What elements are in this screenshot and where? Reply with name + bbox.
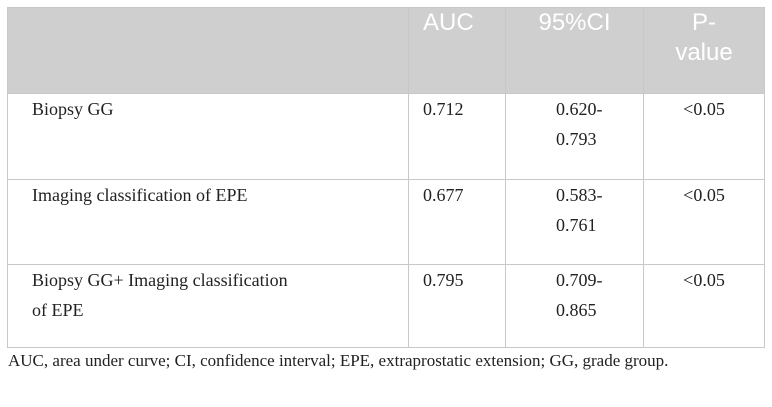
row-p-value: <0.05 bbox=[643, 93, 765, 180]
table-row: Biopsy GG+ Imaging classification of EPE … bbox=[7, 264, 765, 348]
row-ci-line1: 0.620- bbox=[556, 99, 603, 119]
table-footnote: AUC, area under curve; CI, confidence in… bbox=[8, 351, 669, 370]
row-auc: 0.677 bbox=[408, 179, 506, 265]
row-p-value: <0.05 bbox=[643, 264, 765, 348]
header-label-cell bbox=[7, 7, 409, 94]
row-label: Biopsy GG+ Imaging classification of EPE bbox=[7, 264, 409, 348]
table-row: Biopsy GG 0.712 0.620- 0.793 <0.05 bbox=[7, 93, 765, 180]
header-auc: AUC bbox=[408, 7, 506, 94]
header-p-line1: P- bbox=[692, 9, 716, 36]
row-auc: 0.795 bbox=[408, 264, 506, 348]
row-ci: 0.709- 0.865 bbox=[505, 264, 644, 348]
row-ci-line1: 0.709- bbox=[556, 270, 603, 290]
row-ci-line2: 0.865 bbox=[556, 300, 597, 320]
row-ci: 0.620- 0.793 bbox=[505, 93, 644, 180]
row-auc: 0.712 bbox=[408, 93, 506, 180]
row-label-line1: Biopsy GG+ Imaging classification bbox=[32, 270, 288, 290]
row-label-line2: of EPE bbox=[32, 300, 84, 320]
row-p-value: <0.05 bbox=[643, 179, 765, 265]
row-label-line1: Biopsy GG bbox=[32, 99, 114, 119]
table-header-row: AUC 95%CI P-value bbox=[7, 7, 765, 94]
header-ci: 95%CI bbox=[505, 7, 644, 94]
row-label: Biopsy GG bbox=[7, 93, 409, 180]
row-ci-line2: 0.761 bbox=[556, 215, 597, 235]
header-p-value: P-value bbox=[643, 7, 765, 94]
row-label-line1: Imaging classification of EPE bbox=[32, 185, 248, 205]
header-p-line2: value bbox=[675, 39, 733, 66]
row-ci: 0.583- 0.761 bbox=[505, 179, 644, 265]
row-ci-line2: 0.793 bbox=[556, 129, 597, 149]
row-ci-line1: 0.583- bbox=[556, 185, 603, 205]
table-row: Imaging classification of EPE 0.677 0.58… bbox=[7, 179, 765, 265]
row-label: Imaging classification of EPE bbox=[7, 179, 409, 265]
results-table: AUC 95%CI P-value Biopsy GG 0.712 0.620-… bbox=[7, 7, 765, 348]
